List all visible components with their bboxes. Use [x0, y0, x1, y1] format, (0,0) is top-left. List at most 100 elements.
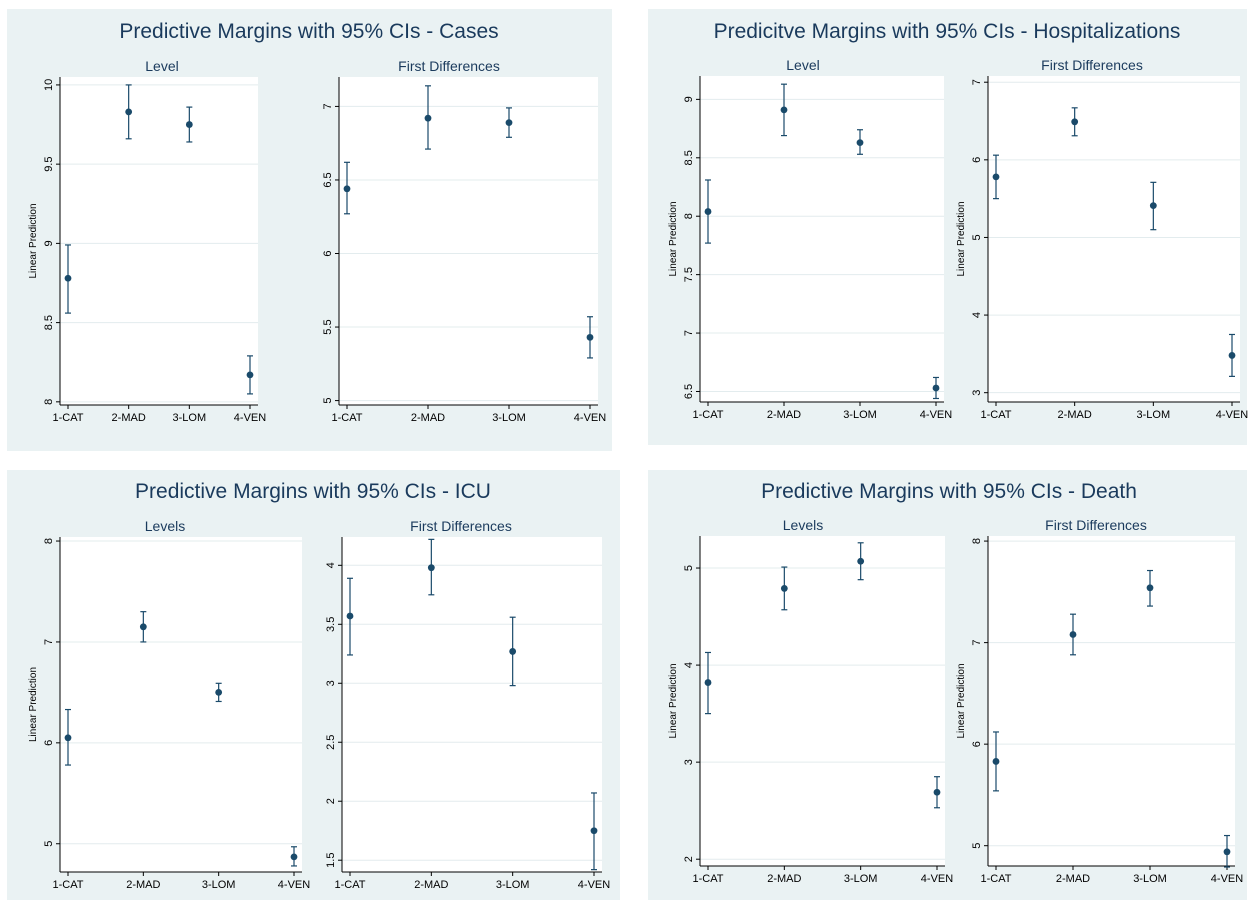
plot-area	[339, 77, 598, 405]
x-tick-label: 4-VEN	[1211, 873, 1243, 885]
subplot-title: First Differences	[1041, 57, 1143, 73]
y-tick-label: 3.5	[325, 617, 337, 632]
data-point	[505, 119, 513, 126]
y-tick-label: 7	[683, 330, 695, 336]
subplot-title: Level	[145, 58, 178, 74]
x-tick-label: 2-MAD	[414, 879, 448, 891]
x-tick-label: 2-MAD	[767, 873, 801, 885]
data-point	[704, 208, 712, 215]
data-point	[290, 853, 298, 861]
subplot-title: First Differences	[1045, 517, 1147, 533]
y-tick-label: 3	[325, 680, 337, 686]
y-tick-label: 5.5	[322, 319, 334, 334]
y-tick-label: 2.5	[325, 735, 337, 750]
data-point	[992, 173, 1000, 181]
y-tick-label: 7	[43, 639, 55, 645]
subplot-title: First Differences	[410, 518, 512, 534]
y-tick-label: 9	[683, 96, 695, 102]
y-tick-label: 8	[43, 538, 55, 544]
plot-area	[60, 77, 258, 405]
y-tick-label: 6	[322, 250, 334, 256]
x-tick-label: 4-VEN	[278, 879, 310, 891]
subplot: Level 6.5 7 7.5 8 8.5 9 Linear Prediction 1-CAT 2…	[668, 57, 952, 421]
y-tick-label: 6.5	[322, 172, 334, 187]
y-axis-label: Linear Prediction	[668, 201, 679, 276]
data-point	[346, 612, 354, 620]
data-point	[857, 557, 865, 565]
figure-panel: Predictive Margins with 95% CIs - Cases L…	[7, 9, 612, 451]
y-tick-label: 10	[43, 79, 55, 91]
y-tick-label: 8	[971, 538, 983, 544]
x-tick-label: 3-LOM	[173, 412, 207, 424]
y-axis-label: Linear Prediction	[28, 203, 39, 278]
y-tick-label: 5	[971, 843, 983, 849]
x-tick-label: 3-LOM	[492, 412, 526, 424]
y-tick-label: 4	[971, 312, 983, 318]
x-tick-label: 1-CAT	[53, 412, 84, 424]
figure-title: Predictive Margins with 95% CIs - Death	[761, 480, 1137, 503]
y-axis-label: Linear Prediction	[956, 663, 967, 738]
y-tick-label: 1.5	[325, 853, 337, 868]
subplot: First Differences 1.5 2 2.5 3 3.5 4 1-CAT 2-MAD 3…	[325, 518, 610, 891]
y-tick-label: 4	[683, 662, 695, 668]
plot-area	[60, 537, 302, 872]
data-point	[1146, 584, 1154, 592]
y-tick-label: 5	[683, 565, 695, 571]
x-tick-label: 3-LOM	[843, 409, 877, 421]
data-point	[586, 333, 594, 341]
x-tick-label: 4-VEN	[920, 409, 952, 421]
x-tick-label: 1-CAT	[335, 879, 366, 891]
subplot: First Differences 5 6 7 8 Linear Prediction 1-…	[956, 517, 1243, 885]
x-tick-label: 2-MAD	[112, 412, 146, 424]
y-tick-label: 6	[971, 741, 983, 747]
y-tick-label: 5	[971, 234, 983, 240]
y-tick-label: 8.5	[43, 315, 55, 330]
x-tick-label: 2-MAD	[411, 412, 445, 424]
plot-area	[700, 536, 945, 866]
y-tick-label: 5	[322, 398, 334, 404]
y-tick-label: 8	[683, 213, 695, 219]
y-tick-label: 4	[325, 562, 337, 568]
y-tick-label: 7	[971, 640, 983, 646]
x-tick-label: 1-CAT	[693, 873, 724, 885]
subplot-title: Levels	[783, 517, 823, 533]
plot-area	[988, 76, 1240, 402]
plot-area	[342, 537, 602, 872]
plot-area	[700, 76, 944, 402]
x-tick-label: 1-CAT	[693, 409, 724, 421]
data-point	[933, 788, 941, 796]
data-point	[1149, 202, 1157, 210]
subplot-title: First Differences	[398, 58, 500, 74]
subplot-title: Levels	[145, 518, 185, 534]
y-axis-label: Linear Prediction	[956, 201, 967, 276]
y-axis-label: Linear Prediction	[668, 663, 679, 738]
figure-panel: Predictive Margins with 95% CIs - ICU Lev…	[7, 470, 620, 900]
x-tick-label: 3-LOM	[496, 879, 530, 891]
y-tick-label: 9.5	[43, 157, 55, 172]
data-point	[427, 564, 435, 572]
x-tick-label: 2-MAD	[1056, 873, 1090, 885]
y-tick-label: 7	[971, 79, 983, 85]
data-point	[343, 185, 351, 193]
y-tick-label: 2	[325, 798, 337, 804]
data-point	[125, 108, 133, 116]
data-point	[246, 371, 254, 379]
figure-panel: Predictive Margins with 95% CIs - Death L…	[648, 470, 1247, 900]
x-tick-label: 4-VEN	[578, 879, 610, 891]
y-tick-label: 6.5	[683, 384, 695, 399]
data-point	[590, 827, 598, 835]
data-point	[215, 688, 223, 696]
y-tick-label: 7.5	[683, 267, 695, 282]
y-tick-label: 8	[43, 399, 55, 405]
y-tick-label: 7	[322, 103, 334, 109]
subplot-title: Level	[786, 57, 819, 73]
data-point	[992, 758, 1000, 765]
x-tick-label: 1-CAT	[981, 873, 1012, 885]
figure-title: Predictive Margins with 95% CIs - Cases	[119, 20, 498, 43]
data-point	[704, 679, 712, 686]
data-point	[1069, 631, 1077, 638]
subplot: Level 8 8.5 9 9.5 10 Linear Prediction 1-CAT 2-M…	[28, 58, 266, 424]
data-point	[424, 114, 432, 122]
x-tick-label: 4-VEN	[574, 412, 606, 424]
